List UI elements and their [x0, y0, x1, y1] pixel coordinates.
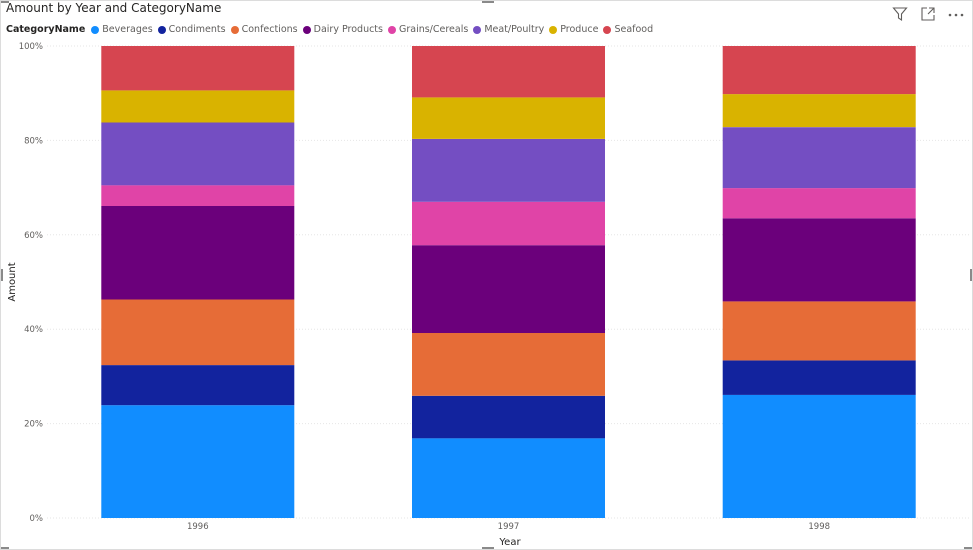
legend-marker: [230, 25, 239, 34]
resize-handle-top[interactable]: [482, 1, 494, 3]
y-tick-label: 80%: [24, 136, 43, 146]
legend-marker: [91, 25, 100, 34]
bar-segment-produce-1998[interactable]: [722, 94, 916, 128]
legend-marker: [549, 25, 558, 34]
bar-segment-meat-poultry-1998[interactable]: [722, 127, 916, 189]
bar-segment-beverages-1998[interactable]: [722, 394, 916, 518]
bar-segment-condiments-1996[interactable]: [101, 365, 295, 406]
focus-mode-icon[interactable]: [918, 5, 938, 23]
visual-header-toolbar: [890, 5, 966, 23]
y-axis-ticks: 0% 20% 40% 60% 80% 100%: [19, 42, 43, 524]
chart-legend: CategoryName Beverages Condiments Confecti…: [6, 24, 658, 35]
bar-segment-meat-poultry-1996[interactable]: [101, 122, 295, 186]
y-tick-label: 60%: [24, 231, 43, 241]
resize-handle-bottom[interactable]: [482, 547, 494, 549]
legend-label: Meat/Poultry: [484, 24, 545, 35]
resize-handle-corner-bl[interactable]: [1, 547, 9, 549]
legend-label: Dairy Products: [313, 24, 383, 35]
legend-marker: [387, 25, 396, 34]
bar-segment-confections-1996[interactable]: [101, 299, 295, 366]
bars: [101, 46, 916, 518]
bar-segment-condiments-1997[interactable]: [412, 395, 605, 439]
legend-item[interactable]: Confections: [230, 24, 298, 35]
resize-handle-corner-br[interactable]: [964, 547, 972, 549]
legend-label: Condiments: [168, 24, 226, 35]
legend-item[interactable]: Dairy Products: [302, 24, 383, 35]
y-tick-label: 100%: [19, 42, 43, 52]
resize-handle-left[interactable]: [1, 269, 3, 281]
x-axis-ticks: 1996 1997 1998: [187, 522, 830, 532]
bar-segment-grains-cereals-1998[interactable]: [722, 188, 916, 219]
bar-segment-grains-cereals-1996[interactable]: [101, 185, 295, 206]
legend-marker: [603, 25, 612, 34]
bar-segment-confections-1998[interactable]: [722, 301, 916, 361]
legend-marker: [473, 25, 482, 34]
legend-marker: [302, 25, 311, 34]
legend-item[interactable]: Seafood: [603, 24, 653, 35]
bar-segment-meat-poultry-1997[interactable]: [412, 139, 605, 202]
resize-handle-corner-tl[interactable]: [1, 1, 9, 3]
resize-handle-right[interactable]: [970, 269, 972, 281]
x-tick-label: 1996: [187, 522, 209, 532]
bar-segment-condiments-1998[interactable]: [722, 360, 916, 395]
legend-marker: [157, 25, 166, 34]
legend-item[interactable]: Beverages: [91, 24, 153, 35]
x-axis-title: Year: [498, 537, 521, 548]
bar-segment-seafood-1996[interactable]: [101, 46, 295, 91]
legend-label: Produce: [560, 24, 599, 35]
legend-title: CategoryName: [6, 24, 86, 35]
legend-item[interactable]: Produce: [549, 24, 598, 35]
bar-segment-produce-1997[interactable]: [412, 97, 605, 139]
x-tick-label: 1998: [808, 522, 830, 532]
y-tick-label: 20%: [24, 420, 43, 430]
legend-label: Seafood: [614, 24, 654, 35]
legend-item[interactable]: Condiments: [157, 24, 226, 35]
filter-icon[interactable]: [890, 5, 910, 23]
legend-label: Beverages: [102, 24, 153, 35]
legend-item[interactable]: Meat/Poultry: [473, 24, 544, 35]
bar-segment-dairy-products-1997[interactable]: [412, 245, 605, 333]
y-tick-label: 0%: [30, 514, 44, 524]
bar-segment-confections-1997[interactable]: [412, 333, 605, 396]
bar-segment-produce-1996[interactable]: [101, 90, 295, 123]
bar-segment-beverages-1997[interactable]: [412, 438, 605, 518]
bar-segment-seafood-1998[interactable]: [722, 46, 916, 95]
y-axis-title: Amount: [7, 262, 18, 301]
legend-label: Grains/Cereals: [398, 24, 469, 35]
bar-segment-seafood-1997[interactable]: [412, 46, 605, 98]
legend-item[interactable]: Grains/Cereals: [387, 24, 469, 35]
bar-segment-dairy-products-1996[interactable]: [101, 206, 295, 300]
more-options-icon[interactable]: [946, 5, 966, 23]
legend-items: Beverages Condiments Confections Dairy Prod…: [91, 24, 658, 35]
bar-segment-beverages-1996[interactable]: [101, 405, 295, 518]
bar-segment-dairy-products-1998[interactable]: [722, 218, 916, 302]
visual-title: Amount by Year and CategoryName: [6, 1, 222, 15]
y-tick-label: 40%: [24, 325, 43, 335]
bar-segment-grains-cereals-1997[interactable]: [412, 201, 605, 246]
x-tick-label: 1997: [498, 522, 520, 532]
legend-label: Confections: [241, 24, 298, 35]
